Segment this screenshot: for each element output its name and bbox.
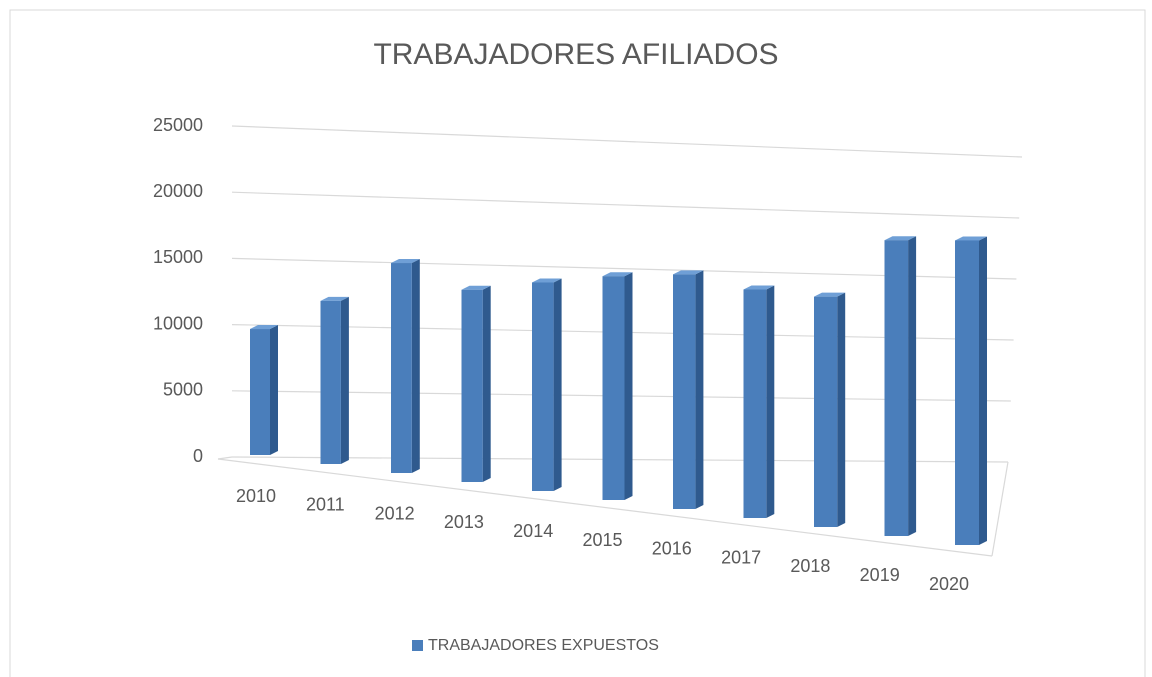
- bar: [391, 263, 412, 473]
- bar-side: [411, 259, 420, 473]
- bar-top: [320, 296, 349, 301]
- legend-label: TRABAJADORES EXPUESTOS: [428, 637, 659, 654]
- y-tick-label: 20000: [153, 181, 203, 201]
- bar: [461, 289, 483, 482]
- bar-top: [955, 236, 987, 241]
- y-tick-label: 0: [193, 446, 203, 466]
- bar: [955, 240, 979, 545]
- legend-swatch: [412, 640, 423, 651]
- floor-edge: [991, 461, 1009, 557]
- bar-top: [673, 270, 704, 275]
- x-tick-label: 2010: [236, 486, 276, 506]
- bar-top: [884, 236, 917, 241]
- bar-top: [391, 259, 420, 264]
- x-tick-label: 2011: [306, 495, 345, 515]
- x-tick-label: 2015: [582, 530, 622, 550]
- bar-top: [743, 285, 775, 290]
- chart-title: TRABAJADORES AFILIADOS: [373, 38, 778, 71]
- bar-side: [766, 285, 775, 518]
- x-tick-label: 2019: [860, 565, 900, 585]
- bar: [743, 289, 767, 518]
- x-tick-label: 2013: [444, 512, 484, 532]
- bar: [532, 282, 554, 491]
- bar-top: [250, 325, 278, 330]
- bar-side: [340, 296, 349, 464]
- bar: [673, 274, 696, 509]
- bar: [250, 329, 270, 455]
- bar: [814, 296, 838, 527]
- x-tick-label: 2020: [929, 574, 969, 594]
- bar-side: [482, 285, 491, 482]
- bar-top: [532, 278, 562, 283]
- bar-side: [270, 325, 278, 455]
- bar-top: [602, 272, 633, 277]
- grid-line: [231, 191, 1020, 219]
- grid-line: [231, 125, 1023, 158]
- y-tick-label: 15000: [153, 247, 203, 267]
- x-tick-label: 2018: [790, 556, 830, 576]
- y-tick-label: 10000: [153, 313, 203, 333]
- bar-side: [908, 236, 917, 537]
- bar-side: [837, 292, 846, 527]
- floor-edge: [217, 458, 993, 557]
- bar-side: [553, 278, 562, 491]
- x-tick-label: 2014: [513, 521, 553, 541]
- bar: [320, 300, 341, 464]
- floor-edge: [217, 456, 233, 460]
- bar-side: [624, 272, 633, 500]
- bar: [884, 240, 909, 537]
- bar-top: [461, 285, 491, 290]
- x-tick-label: 2016: [652, 539, 692, 559]
- bar: [602, 276, 625, 500]
- y-tick-label: 5000: [163, 380, 203, 400]
- bar-top: [814, 292, 846, 297]
- x-tick-label: 2012: [375, 503, 415, 523]
- x-tick-label: 2017: [721, 547, 761, 567]
- y-tick-label: 25000: [153, 115, 203, 135]
- bar-side: [695, 270, 704, 509]
- bar-side: [979, 236, 987, 545]
